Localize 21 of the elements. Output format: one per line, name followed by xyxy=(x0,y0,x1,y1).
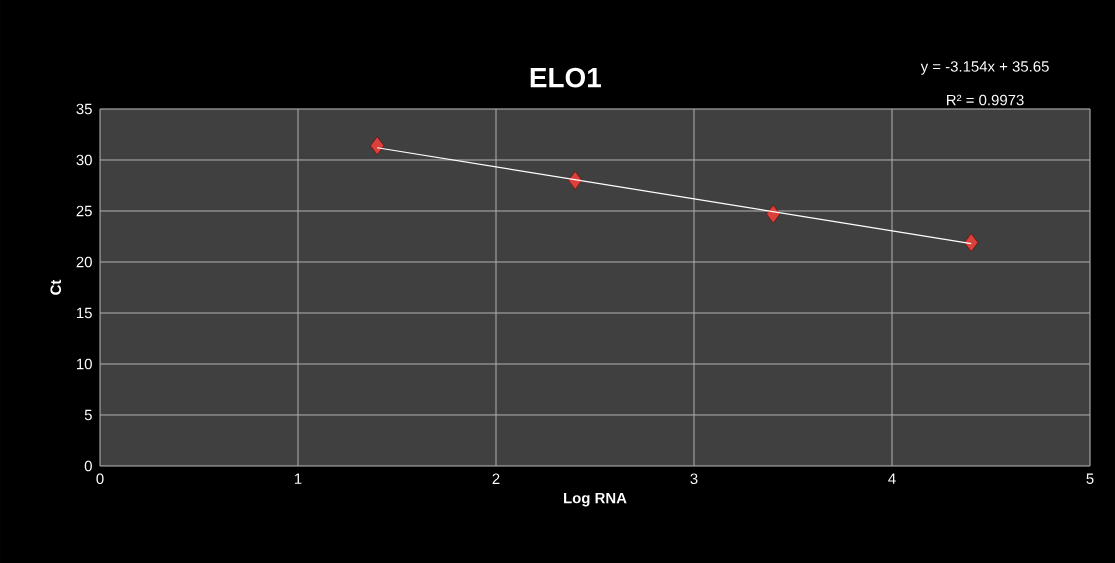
x-tick-label: 3 xyxy=(690,473,698,485)
y-tick-label: 15 xyxy=(77,307,92,319)
y-tick-label: 30 xyxy=(76,154,92,166)
x-axis-title: Log RNA xyxy=(564,492,627,507)
y-tick-label: 10 xyxy=(77,358,92,370)
point xyxy=(964,233,979,252)
x-tick-label: 0 xyxy=(96,473,104,485)
x-tick-label: 1 xyxy=(294,473,302,484)
x-tick-label: 4 xyxy=(888,473,896,484)
point xyxy=(370,136,385,156)
y-tick-label: 35 xyxy=(76,103,92,115)
x-tick-label: 5 xyxy=(1086,473,1094,484)
y-tick-label: 0 xyxy=(84,460,92,472)
x-tick-label: 2 xyxy=(492,473,500,484)
y-tick-label: 20 xyxy=(76,256,92,268)
text: y = -3.154x + 35.65 xyxy=(920,61,1049,75)
text: R² = 0.9973 xyxy=(947,94,1024,106)
chart-title: ELO1 xyxy=(530,67,601,88)
y-tick-label: 5 xyxy=(84,409,92,421)
y-tick-label: 25 xyxy=(76,205,92,217)
y-axis-title: Ct xyxy=(50,279,62,295)
